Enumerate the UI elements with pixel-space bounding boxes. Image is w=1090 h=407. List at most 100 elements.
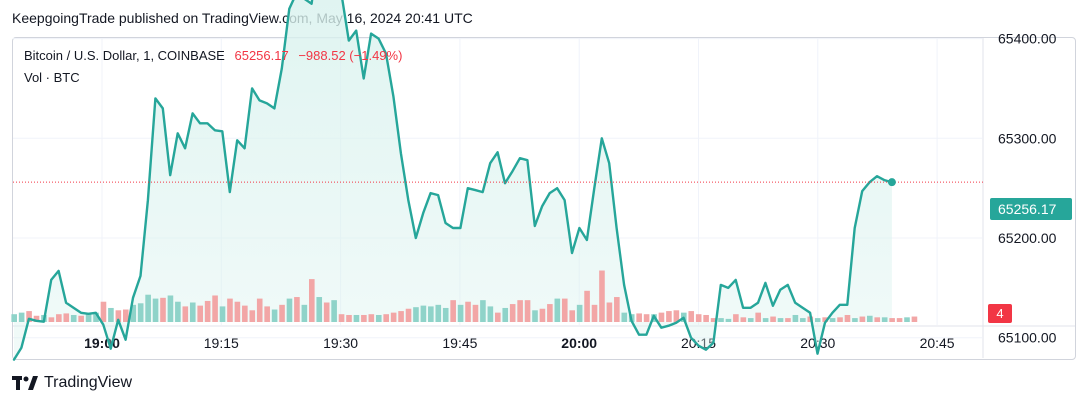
volume-bar — [33, 315, 40, 322]
volume-bar — [167, 295, 174, 322]
volume-bar — [242, 305, 248, 322]
volume-bar — [175, 301, 181, 322]
volume-bar — [11, 314, 17, 322]
volume-bar — [792, 314, 799, 322]
volume-bar — [770, 316, 776, 322]
x-tick-label: 20:00 — [561, 335, 597, 351]
volume-bar — [599, 270, 605, 322]
volume-bar — [844, 314, 851, 322]
volume-bar — [18, 312, 25, 322]
symbol-legend[interactable]: Bitcoin / U.S. Dollar, 1, COINBASE 65256… — [24, 48, 402, 63]
volume-bar — [152, 298, 159, 322]
volume-bar — [517, 300, 523, 322]
volume-bar — [591, 304, 598, 322]
volume-bar — [495, 312, 501, 322]
volume-bar — [26, 311, 32, 322]
y-tick-label: 65300.00 — [998, 130, 1057, 146]
volume-bar — [658, 312, 665, 322]
volume-bar — [271, 309, 278, 322]
volume-bar — [710, 318, 717, 322]
volume-bar — [383, 314, 389, 322]
x-tick-label: 19:30 — [323, 335, 358, 351]
volume-bar — [70, 314, 77, 322]
volume-bar — [666, 311, 672, 322]
volume-bar — [822, 317, 828, 322]
volume-bar — [442, 307, 449, 322]
volume-bar — [554, 298, 561, 322]
x-tick-label: 19:45 — [442, 335, 477, 351]
volume-bar — [361, 314, 367, 322]
chart-frame — [12, 37, 1076, 360]
volume-bar — [800, 318, 806, 322]
volume-bar — [584, 290, 590, 322]
y-tick-label: 65400.00 — [998, 31, 1057, 47]
volume-bar — [346, 314, 352, 322]
volume-bar — [137, 303, 144, 322]
last-price-value: 65256.17 — [234, 48, 289, 63]
publisher-line: KeepgoingTrade published on TradingView.… — [12, 10, 473, 26]
volume-bar — [398, 311, 404, 322]
tradingview-logo[interactable]: TradingView — [12, 374, 132, 392]
volume-bar — [695, 314, 702, 322]
volume-bar — [718, 318, 724, 322]
volume-bar — [212, 295, 218, 322]
volume-bar — [904, 317, 910, 322]
volume-bar — [323, 302, 330, 322]
volume-bar — [487, 306, 494, 322]
last-price-tag: 65256.17 — [990, 198, 1072, 220]
tradingview-icon — [12, 376, 38, 390]
volume-bar — [740, 317, 747, 322]
x-tick-label: 19:15 — [204, 335, 239, 351]
volume-bar — [621, 312, 628, 322]
volume-bar — [108, 307, 114, 322]
volume-bar — [309, 279, 315, 322]
volume-bar — [785, 318, 791, 322]
volume-bar — [78, 315, 84, 322]
volume-bar — [316, 297, 323, 322]
volume-bar — [747, 318, 754, 322]
y-tick-label: 65200.00 — [998, 230, 1057, 246]
volume-bar — [896, 318, 903, 322]
volume-bar — [182, 306, 189, 322]
volume-bar — [100, 301, 107, 322]
volume-bar — [48, 317, 55, 322]
volume-bar — [829, 318, 836, 322]
price-line — [12, 0, 894, 361]
volume-bar — [219, 306, 226, 322]
volume-bar — [859, 316, 866, 322]
volume-bar — [435, 304, 442, 322]
last-price-dot — [887, 178, 896, 187]
volume-bar — [561, 298, 568, 322]
volume-bar — [673, 310, 680, 322]
volume-bar — [636, 313, 642, 322]
volume-legend[interactable]: Vol · BTC — [24, 70, 80, 85]
volume-bar — [643, 314, 650, 322]
volume-bar — [294, 297, 300, 322]
volume-bar — [777, 318, 784, 322]
volume-bar — [450, 300, 456, 322]
volume-bar — [889, 318, 895, 322]
volume-bar — [249, 310, 256, 322]
volume-bar — [465, 301, 471, 322]
volume-bar — [539, 308, 546, 322]
volume-bar — [368, 314, 375, 322]
volume-bar — [375, 314, 382, 322]
brand-name: TradingView — [44, 374, 133, 391]
volume-bar — [189, 302, 196, 322]
volume-bar — [63, 313, 70, 322]
volume-bar — [413, 307, 419, 322]
volume-bar — [837, 317, 843, 322]
volume-bar — [725, 318, 732, 322]
volume-bar — [532, 310, 538, 322]
volume-bar — [524, 300, 531, 322]
volume-bar — [227, 298, 233, 322]
volume-bar — [93, 312, 99, 322]
volume-bar — [204, 300, 211, 322]
y-tick-label: 65100.00 — [998, 330, 1057, 346]
volume-bar — [331, 300, 337, 322]
x-tick-label: 20:45 — [920, 335, 955, 351]
volume-bar — [502, 307, 509, 322]
price-area-fill — [14, 0, 892, 360]
volume-bar — [160, 297, 166, 322]
